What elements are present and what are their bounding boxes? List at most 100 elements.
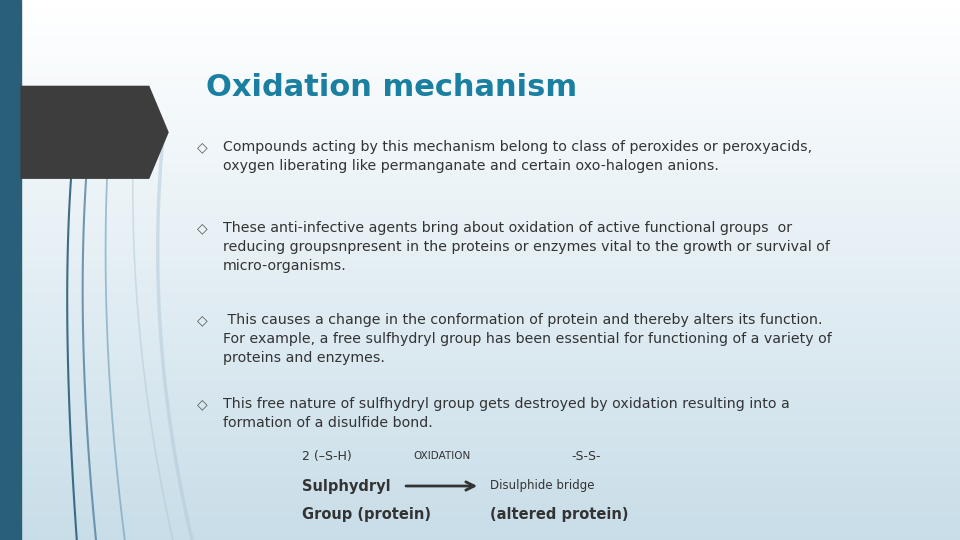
Text: These anti-infective agents bring about oxidation of active functional groups  o: These anti-infective agents bring about … (223, 221, 829, 273)
Bar (0, 364, 960, 367)
Bar (0, 38, 960, 40)
Bar (0, 170, 960, 173)
Bar (0, 343, 960, 346)
Bar (0, 324, 960, 327)
Bar (0, 208, 960, 211)
Bar (0, 108, 960, 111)
Bar (0, 454, 960, 456)
Bar (0, 157, 960, 159)
Bar (0, 435, 960, 437)
Bar (0, 308, 960, 310)
Bar (0, 418, 960, 421)
Bar (0, 243, 960, 246)
Bar (0, 81, 960, 84)
Bar (0, 40, 960, 43)
Bar (0, 362, 960, 364)
Bar (0, 259, 960, 262)
Bar (0, 235, 960, 238)
Bar (0, 130, 960, 132)
Bar (0, 408, 960, 410)
Bar (0, 189, 960, 192)
Bar (0, 446, 960, 448)
Bar (0, 381, 960, 383)
Bar (0, 240, 960, 243)
Bar (0, 127, 960, 130)
Bar (0, 462, 960, 464)
Bar (0, 219, 960, 221)
Bar (0, 103, 960, 105)
Bar (0, 5, 960, 8)
Bar (0, 200, 960, 202)
Bar (0, 97, 960, 100)
Bar (0, 62, 960, 65)
Bar (0, 402, 960, 405)
Bar (0, 246, 960, 248)
Bar (0, 43, 960, 46)
Bar (0, 167, 960, 170)
Bar (0, 421, 960, 424)
Bar (0, 32, 960, 35)
Bar (0, 59, 960, 62)
Bar (0, 510, 960, 513)
Bar (0, 68, 960, 70)
Bar (0, 186, 960, 189)
Bar (0, 400, 960, 402)
Bar (0, 367, 960, 370)
Bar (0, 518, 960, 521)
Bar (0, 286, 960, 289)
Bar (0, 11, 960, 14)
Bar (0, 94, 960, 97)
Bar (0, 0, 21, 540)
Bar (0, 273, 960, 275)
Bar (0, 392, 960, 394)
Text: ◇: ◇ (197, 140, 207, 154)
Bar (0, 481, 960, 483)
Bar (0, 192, 960, 194)
Bar (0, 22, 960, 24)
Bar (0, 14, 960, 16)
Bar (0, 84, 960, 86)
Bar (0, 383, 960, 386)
Bar (0, 375, 960, 378)
Text: Oxidation mechanism: Oxidation mechanism (206, 73, 578, 102)
Bar (0, 505, 960, 508)
Bar (0, 489, 960, 491)
Text: Compounds acting by this mechanism belong to class of peroxides or peroxyacids,
: Compounds acting by this mechanism belon… (223, 140, 812, 173)
Bar (0, 89, 960, 92)
Text: ◇: ◇ (197, 221, 207, 235)
Bar (0, 151, 960, 154)
Bar (0, 416, 960, 418)
Bar (0, 405, 960, 408)
Bar (0, 332, 960, 335)
Bar (0, 394, 960, 397)
Bar (0, 275, 960, 278)
Bar (0, 429, 960, 432)
Bar (0, 448, 960, 451)
Bar (0, 313, 960, 316)
Bar (0, 30, 960, 32)
Bar (0, 378, 960, 381)
Bar (0, 122, 960, 124)
Bar (0, 500, 960, 502)
Bar (0, 86, 960, 89)
Bar (0, 173, 960, 176)
Bar (0, 475, 960, 478)
Bar (0, 483, 960, 486)
Bar (0, 472, 960, 475)
Bar (0, 135, 960, 138)
Bar (0, 238, 960, 240)
Bar (0, 140, 960, 143)
Bar (0, 521, 960, 524)
Bar (0, 524, 960, 526)
Bar (0, 437, 960, 440)
Text: ◇: ◇ (197, 313, 207, 327)
Bar (0, 354, 960, 356)
Text: Disulphide bridge: Disulphide bridge (490, 480, 594, 492)
Bar (0, 224, 960, 227)
Bar (0, 159, 960, 162)
Bar (0, 251, 960, 254)
Bar (0, 78, 960, 81)
Bar (0, 532, 960, 535)
Bar (0, 148, 960, 151)
Bar (0, 262, 960, 265)
